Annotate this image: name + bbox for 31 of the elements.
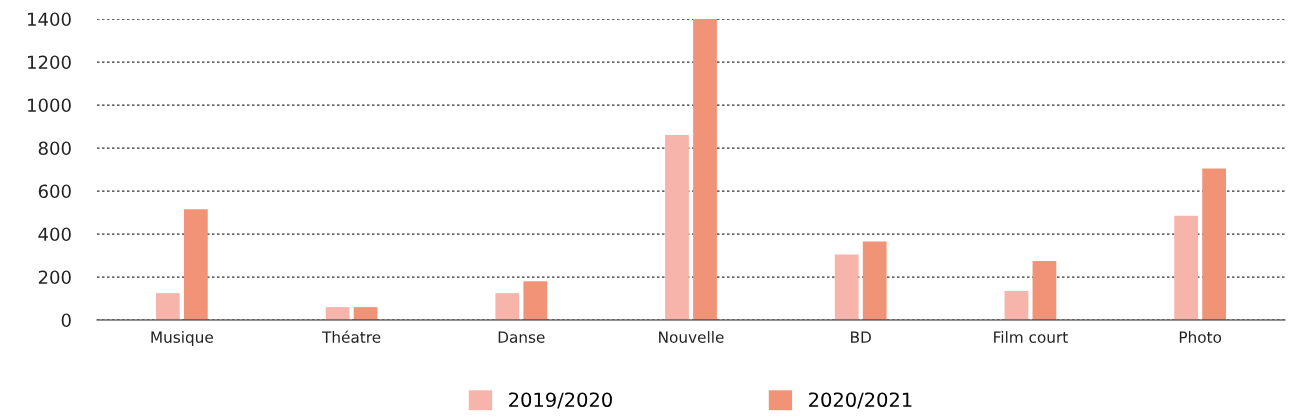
bar [834,254,859,320]
bar [495,293,520,320]
bar [693,19,717,320]
y-tick-label: 0 [61,313,71,328]
y-tick-label: 1000 [28,98,71,113]
bar [1004,290,1029,320]
y-tick-label: 600 [38,184,71,199]
bar [523,281,548,320]
y-tick-label: 1200 [28,55,71,70]
bar [1202,168,1227,320]
bar [183,209,208,320]
y-tick-label: 800 [38,141,71,156]
x-tick-label: BD [851,331,871,343]
x-tick-label: Film court [994,331,1068,343]
bar [325,307,350,320]
bar [1174,215,1199,320]
x-tick-label: Nouvelle [659,331,724,343]
legend-label: 2019/2020 [509,392,612,409]
x-tick-label: Musique [151,331,213,346]
x-tick-label: Théatre [321,330,381,343]
y-tick-label: 200 [38,270,71,285]
x-tick-label: Danse [498,331,545,343]
legend-label: 2020/2021 [809,392,912,409]
y-tick-label: 1400 [28,12,71,27]
y-tick-label: 400 [38,227,71,242]
bar [155,293,180,320]
bar [862,241,887,320]
bar [353,307,378,320]
x-tick-label: Photo [1179,331,1222,343]
bar [1032,260,1057,320]
bar [665,135,689,320]
